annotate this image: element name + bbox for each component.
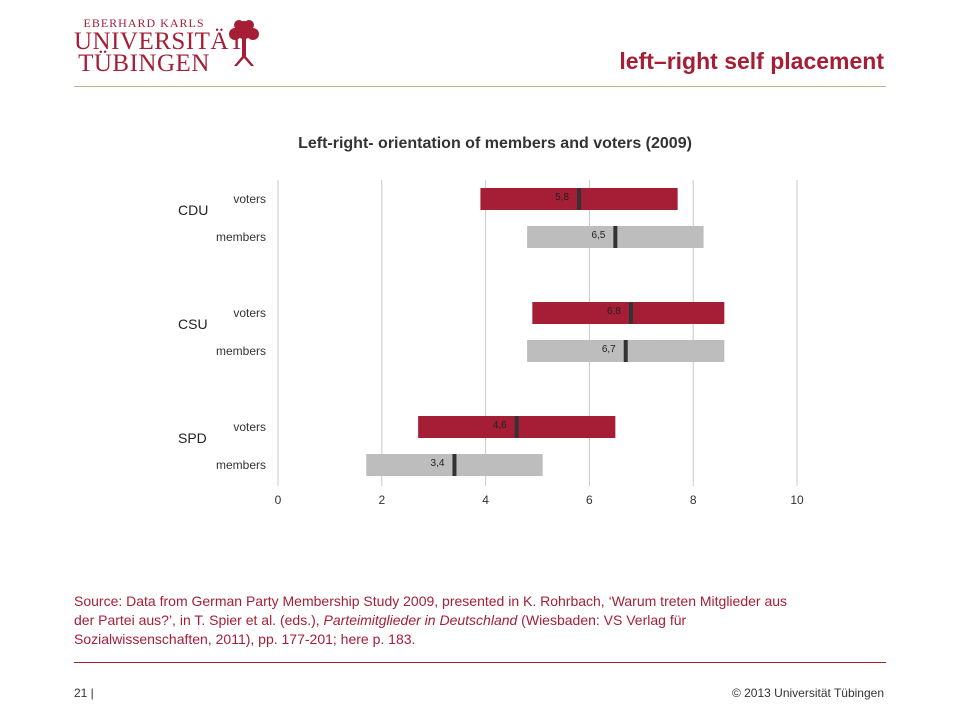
mean-label: 6,7: [602, 344, 616, 355]
mean-marker: [623, 340, 628, 362]
x-tick-label: 0: [275, 493, 282, 507]
logo-line-1: EBERHARD KARLS: [83, 16, 205, 30]
mean-label: 6,5: [591, 230, 605, 241]
x-tick-label: 4: [482, 493, 489, 507]
row-label: voters: [233, 306, 266, 320]
row-label: voters: [233, 420, 266, 434]
source-line-3: Sozialwissenschaften, 2011), pp. 177-201…: [74, 631, 416, 647]
mean-label: 6,8: [607, 306, 621, 317]
party-label: CSU: [178, 316, 208, 332]
mean-marker: [514, 416, 519, 438]
x-tick-label: 10: [790, 493, 804, 507]
footer-divider: [74, 662, 886, 663]
mean-label: 4,6: [493, 420, 507, 431]
row-label: members: [216, 344, 266, 358]
range-bar: [532, 302, 725, 324]
mean-label: 3,4: [431, 458, 445, 469]
mean-marker: [613, 226, 618, 248]
party-label: SPD: [178, 430, 207, 446]
source-book-title: Parteimitglieder in Deutschland: [323, 612, 518, 628]
x-tick-label: 8: [690, 493, 697, 507]
x-tick-label: 2: [378, 493, 385, 507]
page-number: 21 |: [74, 686, 94, 700]
mean-marker: [628, 302, 633, 324]
mean-marker: [452, 454, 457, 476]
party-label: CDU: [178, 202, 208, 218]
slide-title: left–right self placement: [619, 48, 884, 74]
copyright: © 2013 Universität Tübingen: [731, 686, 884, 700]
mean-marker: [577, 188, 582, 210]
header-divider: [74, 86, 886, 87]
source-line-2a: der Partei aus?’, in T. Spier et al. (ed…: [74, 612, 324, 628]
x-tick-label: 6: [586, 493, 593, 507]
row-label: members: [216, 458, 266, 472]
row-label: members: [216, 230, 266, 244]
tree-emblem-icon: [229, 20, 259, 66]
source-line-1: Source: Data from German Party Membershi…: [74, 593, 788, 609]
mean-label: 5,8: [555, 192, 569, 203]
chart-title: Left-right- orientation of members and v…: [298, 135, 692, 152]
chart: Left-right- orientation of members and v…: [178, 135, 804, 507]
source-line-2b: (Wiesbaden: VS Verlag für: [517, 612, 687, 628]
row-label: voters: [233, 192, 266, 206]
source-citation: Source: Data from German Party Membershi…: [74, 592, 894, 649]
logo-line-3: TÜBINGEN: [78, 50, 210, 77]
